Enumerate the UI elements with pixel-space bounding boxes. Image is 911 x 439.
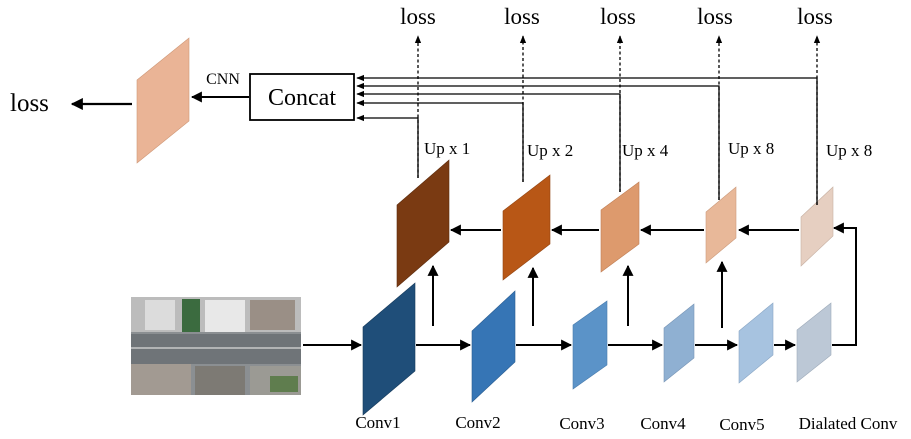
top-loss-5: loss [797,4,833,29]
conv1-block [362,282,416,416]
concat-box [249,73,355,121]
up8a-block [705,186,737,264]
conv2-block [471,290,516,403]
skip-up-arrows [427,260,728,328]
conv3-block [572,300,608,390]
up-label-4: Up x 8 [728,139,774,158]
deep-supervision-arrows [414,35,821,205]
top-loss-3: loss [600,4,636,29]
up-label-1: Up x 1 [424,139,470,158]
conv5-block [738,302,774,384]
conv-blocks [362,282,832,416]
conv-label-6: Dialated Conv [799,414,898,433]
input-aerial-image [131,297,301,395]
upsample-blocks [396,159,834,288]
cnn-label: CNN [206,71,240,88]
up8b-block [800,186,834,267]
up2-block [502,174,551,281]
conv-label-3: Conv3 [559,414,604,433]
final-output-block [136,37,190,164]
up-label-5: Up x 8 [826,141,872,160]
up4-block [600,181,640,273]
conv-label-2: Conv2 [455,413,500,432]
up1-block [396,159,450,288]
up-label-2: Up x 2 [527,141,573,160]
final-loss-label: loss [10,90,49,117]
up-label-3: Up x 4 [622,141,669,160]
top-loss-2: loss [504,4,540,29]
concat-input-arrows [356,74,818,205]
conv4-block [663,303,695,383]
top-loss-4: loss [697,4,733,29]
conv-label-1: Conv1 [355,413,400,432]
conv-label-4: Conv4 [640,414,686,433]
concat-label: Concat [268,85,336,111]
dialated-conv-block [796,302,832,383]
conv-label-5: Conv5 [719,415,764,434]
conv-flow-arrows [303,222,857,351]
top-loss-1: loss [400,4,436,29]
